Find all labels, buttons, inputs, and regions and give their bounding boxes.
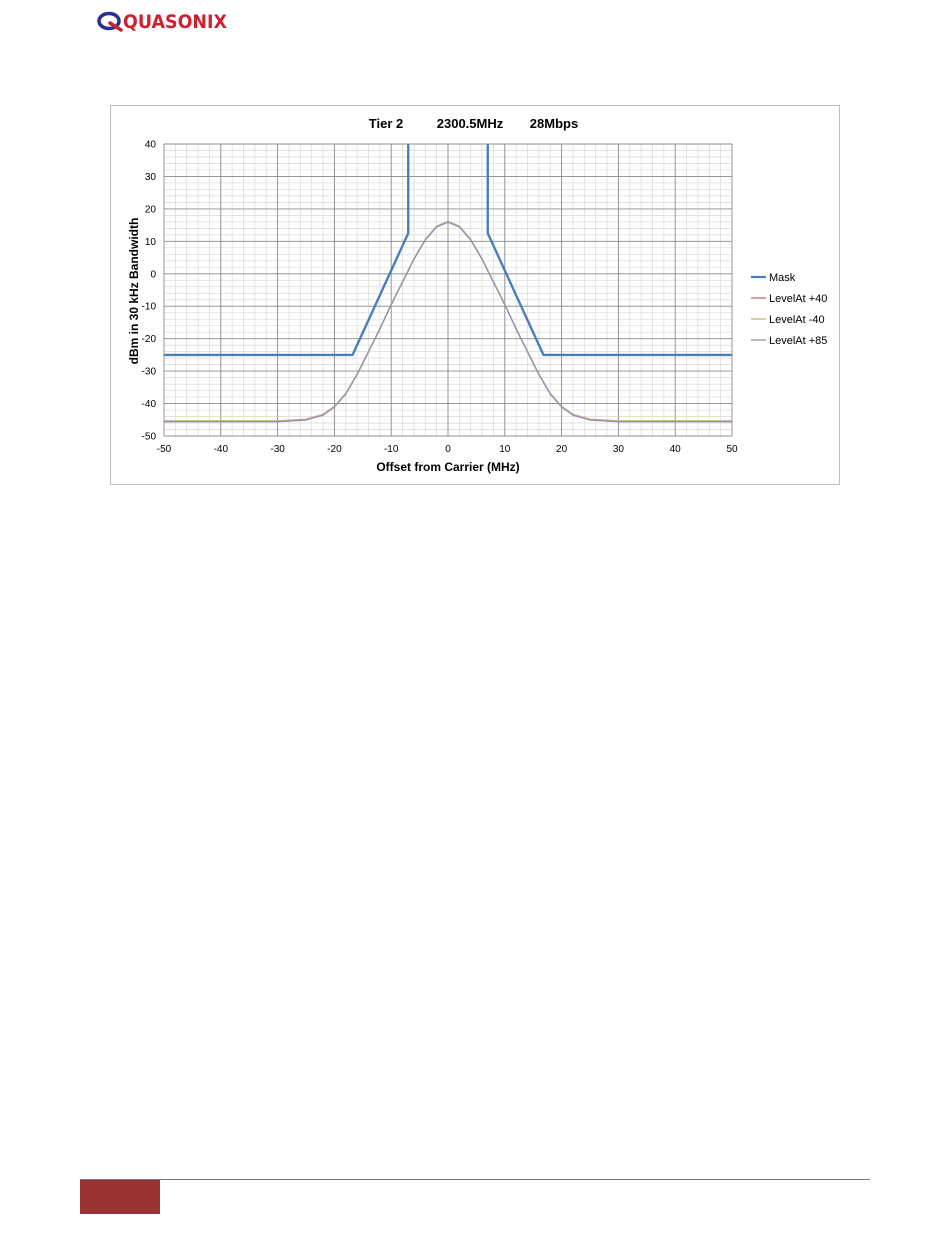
x-tick-label: 20	[556, 444, 568, 455]
y-tick-label: 0	[150, 269, 156, 280]
series-line-mask	[164, 144, 732, 357]
y-tick-label: -30	[142, 367, 157, 378]
x-tick-label: 10	[499, 444, 511, 455]
chart-title: Tier 2 2300.5MHz 28Mbps	[369, 116, 578, 131]
legend-entry: LevelAt +85	[769, 335, 827, 347]
legend-entry: LevelAt -40	[769, 314, 825, 326]
x-axis-label: Offset from Carrier (MHz)	[376, 460, 519, 474]
series-line-levelat-40	[164, 220, 732, 422]
x-tick-label: -20	[327, 444, 342, 455]
logo-q-icon	[97, 11, 123, 32]
x-tick-label: -10	[384, 444, 399, 455]
y-tick-label: 30	[145, 172, 157, 183]
legend: Mask LevelAt +40 LevelAt -40 LevelAt +85	[751, 272, 827, 347]
x-tick-label: 40	[670, 444, 682, 455]
x-tick-label: 30	[613, 444, 625, 455]
y-tick-label: -40	[142, 399, 157, 410]
chart-frame: Tier 2 2300.5MHz 28Mbps -50 -40 -30 -20 -10 0…	[110, 105, 840, 485]
legend-entry: LevelAt +40	[769, 293, 827, 305]
x-tick-labels: -50 -40 -30 -20 -10 0 10 20 30 40 50	[157, 444, 738, 455]
x-tick-label: 0	[445, 444, 451, 455]
logo-wordmark: QUASONIX	[123, 11, 227, 33]
series-line-levelat-85	[164, 221, 732, 423]
x-tick-label: 50	[726, 444, 738, 455]
spectrum-chart: Tier 2 2300.5MHz 28Mbps -50 -40 -30 -20 -10 0…	[127, 116, 827, 474]
x-tick-label: -30	[270, 444, 285, 455]
x-tick-label: -40	[214, 444, 229, 455]
y-tick-label: 40	[145, 140, 157, 151]
grid-major	[163, 143, 733, 437]
series-lines	[164, 144, 732, 423]
y-axis-label: dBm in 30 kHz Bandwidth	[127, 218, 141, 365]
quasonix-logo: QUASONIX	[97, 11, 227, 33]
legend-entry: Mask	[769, 272, 796, 284]
y-tick-labels: -50 -40 -30 -20 -10 0 10 20 30 40	[142, 140, 157, 443]
y-tick-label: -50	[142, 432, 157, 443]
y-tick-label: -10	[142, 302, 157, 313]
x-tick-label: -50	[157, 444, 172, 455]
title-tier: Tier 2	[369, 116, 403, 131]
y-tick-label: -20	[142, 334, 157, 345]
y-tick-label: 20	[145, 204, 157, 215]
y-tick-label: 10	[145, 237, 157, 248]
footer-rule	[80, 1179, 870, 1180]
title-data-rate: 28Mbps	[530, 116, 578, 131]
footer-page-block	[80, 1180, 160, 1214]
title-frequency: 2300.5MHz	[437, 116, 504, 131]
